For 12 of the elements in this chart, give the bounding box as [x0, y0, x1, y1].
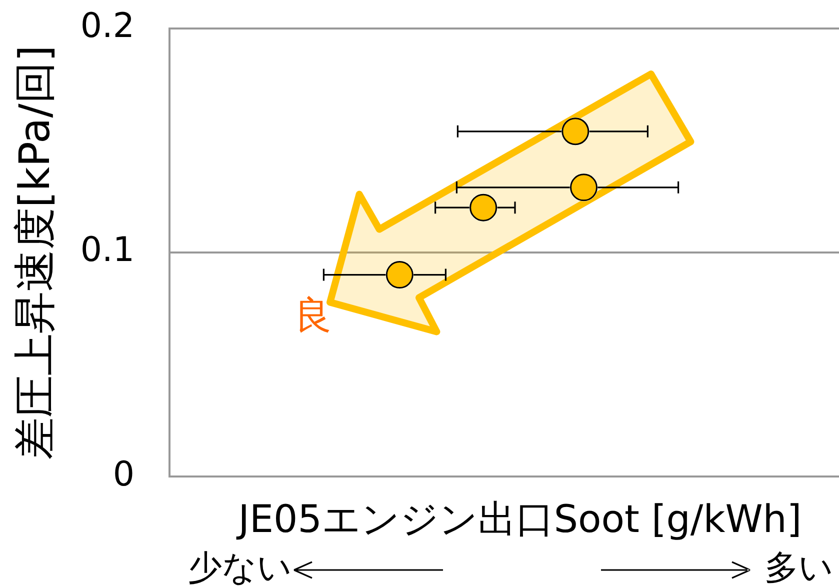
point: [470, 194, 498, 222]
point: [570, 174, 598, 202]
y-tick-label: 0: [112, 454, 134, 494]
text: 多い: [764, 548, 834, 586]
annotation: 良: [294, 292, 332, 337]
point: [386, 261, 414, 289]
y-axis-title: 差圧上昇速度[kPa/回]: [10, 45, 60, 460]
x-axis-title: JE05エンジン出口Soot [g/kWh]: [236, 496, 802, 541]
y-tick-label: 0.2: [80, 6, 134, 46]
point: [562, 118, 590, 146]
text: 少ない: [188, 548, 292, 586]
y-tick-label: 0.1: [80, 230, 134, 270]
